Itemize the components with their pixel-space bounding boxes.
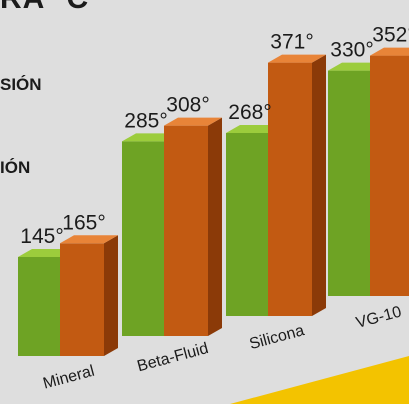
category-label: Beta-Fluid [135, 340, 210, 375]
bar-silicona-s2 [268, 54, 326, 317]
floor-stripe [230, 356, 409, 404]
bar-top [268, 54, 326, 63]
value-label: 308° [166, 94, 209, 117]
value-label: 352° [372, 24, 409, 47]
category-label: VG-10 [354, 303, 403, 331]
category-label: Mineral [41, 363, 96, 393]
bar-front [370, 55, 409, 296]
chart-title: RA °C [0, 0, 89, 16]
bar-front [164, 125, 208, 336]
bar-front [268, 62, 312, 317]
value-label: 371° [270, 31, 313, 54]
bar-front [328, 70, 372, 296]
bar-side [104, 235, 118, 356]
legend-label-2: IÓN [0, 158, 31, 177]
bar-front [18, 256, 62, 356]
floor-stripe-shape [230, 356, 409, 404]
legend-label-1: SIÓN [0, 75, 42, 94]
bar-side [208, 117, 222, 336]
value-label: 268° [228, 101, 271, 124]
value-label-group: 145°165° 285°308° 268° 371° 330°352° [20, 24, 409, 248]
bar-front [226, 132, 270, 316]
bar-top [60, 235, 118, 244]
bar-group [18, 47, 409, 356]
bar-front [122, 141, 166, 336]
value-label: 330° [330, 39, 373, 62]
bar-top [164, 117, 222, 126]
bar-vg-10-s2 [370, 47, 409, 296]
value-label: 145° [20, 225, 63, 248]
bar-front [60, 243, 104, 356]
bar-beta-fluid-s2 [164, 117, 222, 336]
value-label: 165° [62, 211, 105, 234]
bar-mineral-s2 [60, 235, 118, 356]
value-label: 285° [124, 109, 167, 132]
category-label: Silicona [248, 322, 307, 353]
bar-side [312, 54, 326, 317]
bar-top [370, 47, 409, 56]
